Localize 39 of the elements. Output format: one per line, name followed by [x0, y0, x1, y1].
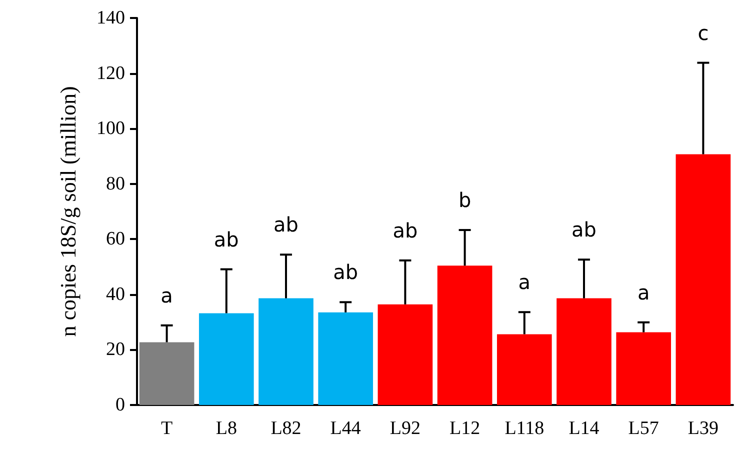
bar	[556, 298, 612, 405]
x-tick-label: L8	[216, 418, 237, 439]
y-tick-label: 100	[96, 118, 125, 140]
bar	[378, 304, 433, 405]
bar	[318, 312, 374, 405]
bar	[676, 154, 731, 405]
annotation: a	[637, 280, 650, 304]
bar	[437, 266, 492, 405]
x-tick-label: L12	[449, 418, 480, 439]
bar	[496, 334, 552, 405]
annotation: b	[458, 188, 472, 212]
x-tick-label: T	[160, 418, 173, 439]
bar	[258, 298, 314, 405]
y-tick-label: 120	[96, 62, 125, 84]
annotation: a	[518, 270, 531, 294]
y-tick-label: 140	[96, 8, 125, 28]
y-axis-title: n copies 18S/g soil (million)	[56, 86, 80, 337]
x-tick-label: L44	[330, 418, 362, 439]
annotation: ab	[214, 227, 239, 252]
annotation: ab	[392, 218, 418, 242]
y-tick-label: 20	[106, 339, 125, 360]
x-tick-label: L57	[628, 418, 659, 439]
x-tick-label: L39	[688, 418, 719, 439]
y-tick-label: 40	[106, 284, 125, 305]
annotation: ab	[274, 212, 298, 237]
x-tick-label: L92	[390, 418, 421, 439]
x-tick-label: L82	[270, 418, 302, 439]
annotation: a	[160, 283, 173, 308]
y-tick-label: 80	[106, 173, 125, 194]
annotation: ab	[572, 218, 596, 242]
y-tick-label: 0	[116, 394, 125, 416]
bar	[198, 313, 254, 405]
y-tick-label: 60	[106, 228, 125, 250]
bar	[139, 342, 194, 405]
bar	[616, 332, 672, 405]
x-tick-label: L118	[504, 418, 544, 439]
annotation: c	[698, 20, 709, 45]
x-tick-label: L14	[568, 418, 600, 439]
annotation: ab	[333, 260, 358, 284]
